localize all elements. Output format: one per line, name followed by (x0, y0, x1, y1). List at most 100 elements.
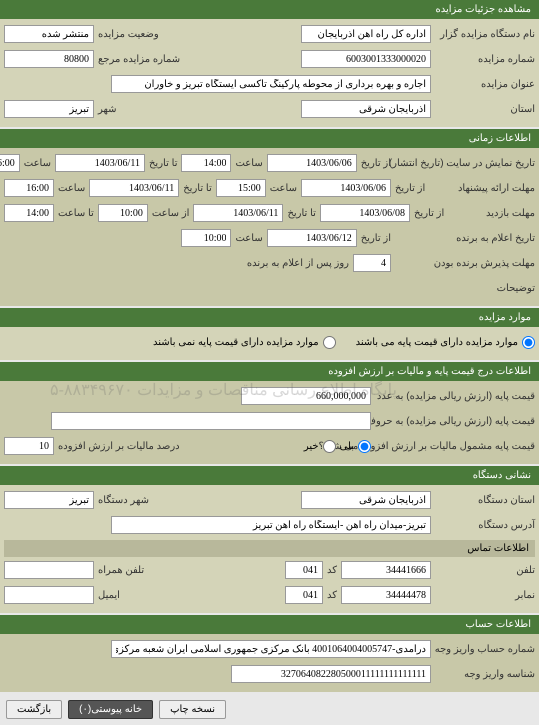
input-offer-to-time[interactable] (4, 179, 54, 197)
label-province: استان (435, 104, 535, 115)
input-offer-from[interactable] (301, 179, 391, 197)
radio-has-base[interactable]: موارد مزایده دارای قیمت پایه می باشند (356, 336, 535, 349)
input-publish-to-time[interactable] (0, 154, 20, 172)
radio-no-base[interactable]: موارد مزایده دارای قیمت پایه نمی باشند (153, 336, 336, 349)
section-header-items: موارد مزایده (0, 308, 539, 327)
print-button[interactable]: نسخه چاپ (159, 700, 226, 719)
label-amount-num: قیمت پایه (ارزش ریالی مزایده) به عدد (375, 391, 535, 402)
label-mobile: تلفن همراه (98, 565, 144, 576)
back-button[interactable]: بازگشت (6, 700, 62, 719)
section-device: نشانی دستگاه استان دستگاه شهر دستگاه آدر… (0, 466, 539, 613)
section-items: موارد مزایده موارد مزایده دارای قیمت پای… (0, 308, 539, 360)
input-ref-no[interactable] (4, 50, 94, 68)
label-from-2: از تاریخ (395, 183, 425, 194)
input-visit-to-time[interactable] (4, 204, 54, 222)
label-to-2: تا تاریخ (183, 183, 212, 194)
radio-has-base-input[interactable] (522, 336, 535, 349)
label-desc: توضیحات (395, 283, 535, 294)
input-visit-from-time[interactable] (98, 204, 148, 222)
radio-vat-yes-input[interactable] (358, 440, 371, 453)
radio-has-base-label: موارد مزایده دارای قیمت پایه می باشند (356, 337, 518, 348)
label-offer: مهلت ارائه پیشنهاد (429, 183, 535, 194)
section-header-base: اطلاعات درج قیمت پایه و مالیات بر ارزش ا… (0, 362, 539, 381)
input-amount-text[interactable] (51, 412, 371, 430)
input-visit-from[interactable] (320, 204, 410, 222)
label-status: وضعیت مزایده (98, 29, 159, 40)
input-dev-address[interactable] (111, 516, 431, 534)
input-offer-to[interactable] (89, 179, 179, 197)
radio-vat-no-input[interactable] (323, 440, 336, 453)
label-from-1: از تاریخ (361, 158, 391, 169)
label-code-2: کد (327, 590, 337, 601)
label-dev-city: شهر دستگاه (98, 495, 149, 506)
label-time-2b: ساعت (58, 183, 85, 194)
label-deposit-id: شناسه واریز وجه (435, 669, 535, 680)
preview-button[interactable]: خانه پیوستی(۰) (68, 700, 153, 719)
label-dev-address: آدرس دستگاه (435, 520, 535, 531)
label-email: ایمیل (98, 590, 120, 601)
section-base-price: اطلاعات درج قیمت پایه و مالیات بر ارزش ا… (0, 362, 539, 464)
radio-vat-yes-label: بلی (340, 441, 354, 452)
input-vat-pct[interactable] (4, 437, 54, 455)
label-from-3: از تاریخ (414, 208, 444, 219)
input-days-after[interactable] (353, 254, 391, 272)
label-publish: تاریخ نمایش در سایت (تاریخ انتشار) (395, 158, 535, 169)
label-vat-q: قیمت پایه مشمول مالیات بر ارزش افزوده می… (375, 441, 535, 452)
radio-vat-no-label: خیر (304, 441, 319, 452)
label-ref-no: شماره مزایده مرجع (98, 54, 180, 65)
section-account: اطلاعات حساب شماره حساب واریز وجه شناسه … (0, 615, 539, 692)
label-dev-province: استان دستگاه (435, 495, 535, 506)
label-deposit-acc: شماره حساب واریز وجه (435, 644, 535, 655)
section-header-auction: مشاهده جزئیات مزایده (0, 0, 539, 19)
label-city: شهر (98, 104, 117, 115)
input-visit-to[interactable] (193, 204, 283, 222)
input-title[interactable] (111, 75, 431, 93)
radio-no-base-label: موارد مزایده دارای قیمت پایه نمی باشند (153, 337, 319, 348)
label-accept: مهلت پذیرش برنده بودن (395, 258, 535, 269)
input-auction-no[interactable] (301, 50, 431, 68)
input-email[interactable] (4, 586, 94, 604)
input-deposit-acc[interactable] (111, 640, 431, 658)
input-mobile[interactable] (4, 561, 94, 579)
input-offer-from-time[interactable] (216, 179, 266, 197)
label-to-1: تا تاریخ (149, 158, 178, 169)
input-city[interactable] (4, 100, 94, 118)
label-winner: تاریخ اعلام به برنده (395, 233, 535, 244)
section-header-timing: اطلاعات زمانی (0, 129, 539, 148)
input-province[interactable] (301, 100, 431, 118)
label-code-1: کد (327, 565, 337, 576)
input-publish-to[interactable] (55, 154, 145, 172)
input-publish-from-time[interactable] (181, 154, 231, 172)
input-publish-from[interactable] (267, 154, 357, 172)
input-winner-from[interactable] (267, 229, 357, 247)
label-from-4: از تاریخ (361, 233, 391, 244)
label-org: نام دستگاه مزایده گزار (435, 29, 535, 40)
label-amount-text: قیمت پایه (ارزش ریالی مزایده) به حروف (375, 416, 535, 427)
label-time-1b: ساعت (24, 158, 51, 169)
input-status[interactable] (4, 25, 94, 43)
label-time-4: ساعت (235, 233, 262, 244)
radio-vat-no[interactable]: خیر (304, 440, 336, 453)
label-to-3: تا تاریخ (287, 208, 316, 219)
footer-buttons: نسخه چاپ خانه پیوستی(۰) بازگشت (0, 694, 539, 725)
label-time-1: ساعت (235, 158, 262, 169)
radio-no-base-input[interactable] (323, 336, 336, 349)
input-dev-city[interactable] (4, 491, 94, 509)
label-phone: تلفن (435, 565, 535, 576)
input-org[interactable] (301, 25, 431, 43)
label-days-after: روز پس از اعلام به برنده (247, 258, 349, 269)
input-winner-time[interactable] (181, 229, 231, 247)
input-code-1[interactable] (285, 561, 323, 579)
radio-vat-yes[interactable]: بلی (340, 440, 371, 453)
input-amount-num[interactable] (241, 387, 371, 405)
label-vat-pct: درصد مالیات بر ارزش افزوده (58, 441, 180, 452)
label-to-time-3: تا ساعت (58, 208, 94, 219)
input-fax[interactable] (341, 586, 431, 604)
section-timing: اطلاعات زمانی تاریخ نمایش در سایت (تاریخ… (0, 129, 539, 306)
input-code-2[interactable] (285, 586, 323, 604)
input-dev-province[interactable] (301, 491, 431, 509)
input-phone[interactable] (341, 561, 431, 579)
input-deposit-id[interactable] (231, 665, 431, 683)
label-fax: نمابر (435, 590, 535, 601)
label-time-2: ساعت (270, 183, 297, 194)
